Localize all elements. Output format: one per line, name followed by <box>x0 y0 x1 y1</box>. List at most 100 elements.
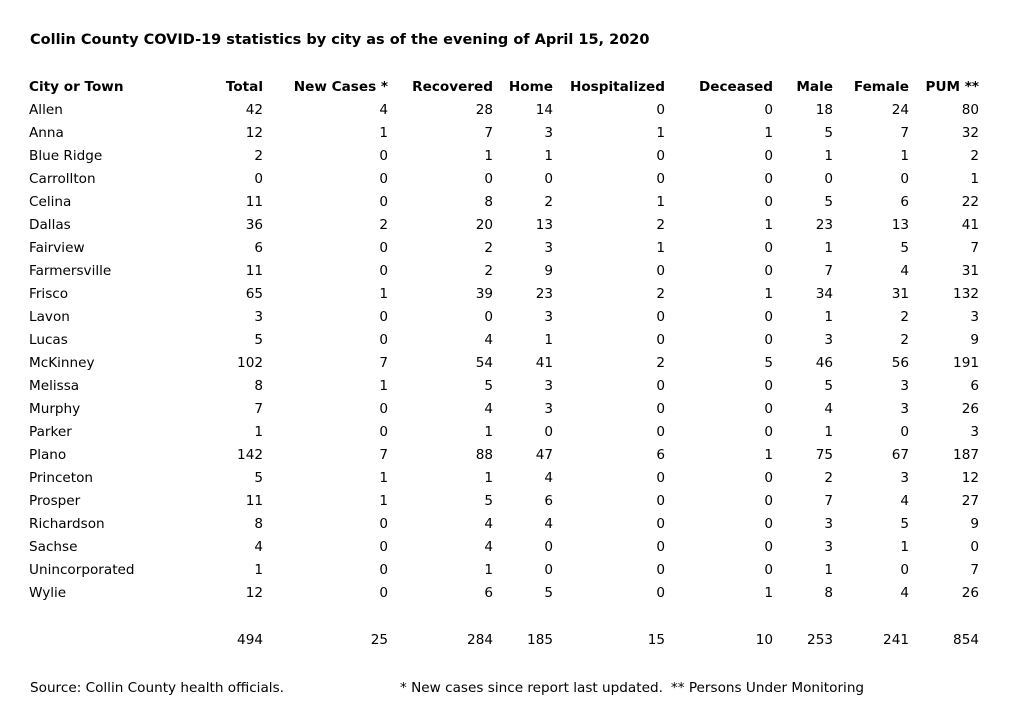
cell-home: 2 <box>544 194 553 210</box>
cell-home: 1 <box>544 148 553 164</box>
cell-recovered: 54 <box>475 355 493 371</box>
cell-new-cases: 0 <box>379 539 388 555</box>
table-row: Richardson 8 0 4 4 0 0 3 5 9 <box>29 513 983 536</box>
document-title: Collin County COVID-19 statistics by cit… <box>30 32 650 48</box>
cell-male: 8 <box>824 585 833 601</box>
cell-recovered: 6 <box>484 585 493 601</box>
cell-deceased: 0 <box>764 516 773 532</box>
cell-hospitalized: 0 <box>656 309 665 325</box>
table-row: Allen 42 4 28 14 0 0 18 24 80 <box>29 99 983 122</box>
cell-hospitalized: 0 <box>656 516 665 532</box>
cell-city: Murphy <box>29 401 81 417</box>
cell-pum: 0 <box>970 539 979 555</box>
totals-cell-new-cases: 25 <box>370 631 388 648</box>
cell-hospitalized: 0 <box>656 148 665 164</box>
cell-home: 1 <box>544 332 553 348</box>
cell-recovered: 28 <box>475 102 493 118</box>
cell-hospitalized: 6 <box>656 447 665 463</box>
totals-cell-female: 241 <box>883 631 909 648</box>
cell-deceased: 1 <box>764 125 773 141</box>
cell-hospitalized: 0 <box>656 263 665 279</box>
column-header-recovered: Recovered <box>412 78 493 95</box>
cell-pum: 26 <box>961 585 979 601</box>
cell-total: 5 <box>254 332 263 348</box>
cell-female: 4 <box>900 585 909 601</box>
cell-total: 0 <box>254 171 263 187</box>
table-row: Lavon 3 0 0 3 0 0 1 2 3 <box>29 306 983 329</box>
cell-total: 8 <box>254 378 263 394</box>
cell-male: 3 <box>824 516 833 532</box>
table-row: Celina 11 0 8 2 1 0 5 6 22 <box>29 191 983 214</box>
cell-female: 2 <box>900 309 909 325</box>
cell-new-cases: 7 <box>379 355 388 371</box>
column-header-city: City or Town <box>29 78 124 95</box>
cell-female: 5 <box>900 516 909 532</box>
cell-female: 3 <box>900 470 909 486</box>
footer-notes: * New cases since report last updated. **… <box>400 680 864 696</box>
cell-female: 56 <box>891 355 909 371</box>
cell-male: 18 <box>815 102 833 118</box>
cell-home: 0 <box>544 424 553 440</box>
cell-pum: 187 <box>953 447 979 463</box>
totals-cell-recovered: 284 <box>467 631 493 648</box>
cell-male: 5 <box>824 194 833 210</box>
table-header-row: City or Town Total New Cases * Recovered… <box>29 75 983 99</box>
cell-pum: 22 <box>961 194 979 210</box>
cell-female: 0 <box>900 171 909 187</box>
cell-city: Anna <box>29 125 64 141</box>
cell-pum: 132 <box>953 286 979 302</box>
cell-home: 0 <box>544 171 553 187</box>
column-header-pum: PUM ** <box>925 78 979 95</box>
cell-total: 65 <box>245 286 263 302</box>
cell-female: 1 <box>900 539 909 555</box>
cell-hospitalized: 0 <box>656 378 665 394</box>
cell-pum: 9 <box>970 332 979 348</box>
cell-home: 47 <box>535 447 553 463</box>
cell-female: 31 <box>891 286 909 302</box>
cell-new-cases: 0 <box>379 401 388 417</box>
totals-row: 494 25 284 185 15 10 253 241 854 <box>29 628 983 652</box>
cell-total: 12 <box>245 585 263 601</box>
cell-new-cases: 1 <box>379 493 388 509</box>
cell-total: 8 <box>254 516 263 532</box>
cell-total: 3 <box>254 309 263 325</box>
cell-pum: 9 <box>970 516 979 532</box>
cell-new-cases: 4 <box>379 102 388 118</box>
cell-deceased: 0 <box>764 424 773 440</box>
cell-deceased: 1 <box>764 286 773 302</box>
cell-deceased: 0 <box>764 263 773 279</box>
cell-deceased: 0 <box>764 309 773 325</box>
cell-total: 102 <box>237 355 263 371</box>
cell-deceased: 0 <box>764 102 773 118</box>
cell-female: 67 <box>891 447 909 463</box>
totals-cell-deceased: 10 <box>755 631 773 648</box>
cell-deceased: 1 <box>764 585 773 601</box>
cell-recovered: 8 <box>484 194 493 210</box>
cell-city: Wylie <box>29 585 67 601</box>
cell-male: 0 <box>824 171 833 187</box>
cell-female: 5 <box>900 240 909 256</box>
cell-male: 75 <box>815 447 833 463</box>
cell-recovered: 2 <box>484 240 493 256</box>
cell-pum: 6 <box>970 378 979 394</box>
cell-male: 5 <box>824 378 833 394</box>
cell-pum: 12 <box>961 470 979 486</box>
cell-home: 5 <box>544 585 553 601</box>
footnote-new-cases: * New cases since report last updated. <box>400 680 663 696</box>
table-row: Carrollton 0 0 0 0 0 0 0 0 1 <box>29 168 983 191</box>
cell-new-cases: 0 <box>379 194 388 210</box>
cell-city: Princeton <box>29 470 94 486</box>
cell-female: 24 <box>891 102 909 118</box>
cell-pum: 32 <box>961 125 979 141</box>
cell-city: Blue Ridge <box>29 148 103 164</box>
cell-city: Dallas <box>29 217 71 233</box>
cell-new-cases: 0 <box>379 263 388 279</box>
cell-hospitalized: 2 <box>656 217 665 233</box>
cell-female: 1 <box>900 148 909 164</box>
column-header-total: Total <box>225 78 263 95</box>
totals-cell-home: 185 <box>527 631 553 648</box>
cell-recovered: 4 <box>484 516 493 532</box>
cell-home: 3 <box>544 378 553 394</box>
cell-deceased: 1 <box>764 447 773 463</box>
cell-city: Fairview <box>29 240 85 256</box>
